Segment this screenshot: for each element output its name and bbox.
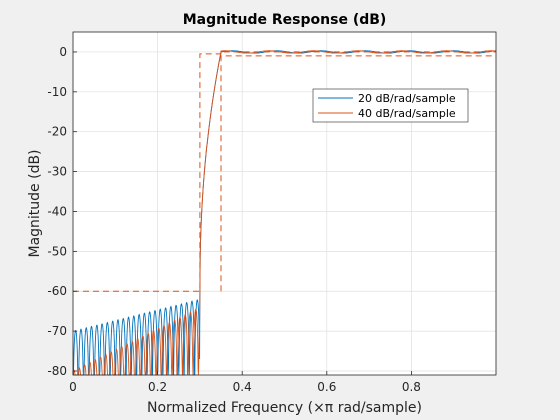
x-axis: 0 0.2 0.4 0.6 0.8 — [69, 371, 421, 394]
series-line-2 — [72, 50, 497, 376]
y-tick-label-2: -20 — [47, 125, 67, 139]
legend-label-series-1: 20 dB/rad/sample — [358, 92, 456, 105]
legend[interactable]: 20 dB/rad/sample 40 dB/rad/sample — [312, 88, 469, 123]
x-tick-label-4: 0.8 — [402, 380, 421, 394]
x-tick-label-2: 0.4 — [233, 380, 252, 394]
y-tick-label-8: -80 — [47, 364, 67, 378]
y-tick-label-4: -40 — [47, 204, 67, 218]
x-tick-label-1: 0.2 — [148, 380, 167, 394]
y-tick-label-3: -30 — [47, 165, 67, 179]
y-tick-label-7: -70 — [47, 324, 67, 338]
chart-title: Magnitude Response (dB) — [183, 12, 387, 28]
y-tick-label-1: -10 — [47, 85, 67, 99]
x-axis-label: Normalized Frequency (×π rad/sample) — [147, 400, 422, 416]
y-axis: 0 -10 -20 -30 -40 -50 -60 -70 -80 — [47, 45, 77, 378]
spec-mask — [73, 51, 496, 292]
legend-label-series-2: 40 dB/rad/sample — [358, 107, 456, 120]
y-tick-label-0: 0 — [59, 45, 67, 59]
plot-area — [73, 32, 496, 375]
mask-upper-line — [73, 51, 496, 292]
x-tick-label-0: 0 — [69, 380, 77, 394]
mask-lower-line — [220, 55, 496, 292]
y-tick-label-5: -50 — [47, 244, 67, 258]
y-tick-label-6: -60 — [47, 284, 67, 298]
legend-box — [312, 88, 469, 123]
x-tick-label-3: 0.6 — [317, 380, 336, 394]
y-axis-label: Magnitude (dB) — [27, 149, 43, 257]
plot-frame — [72, 31, 497, 376]
